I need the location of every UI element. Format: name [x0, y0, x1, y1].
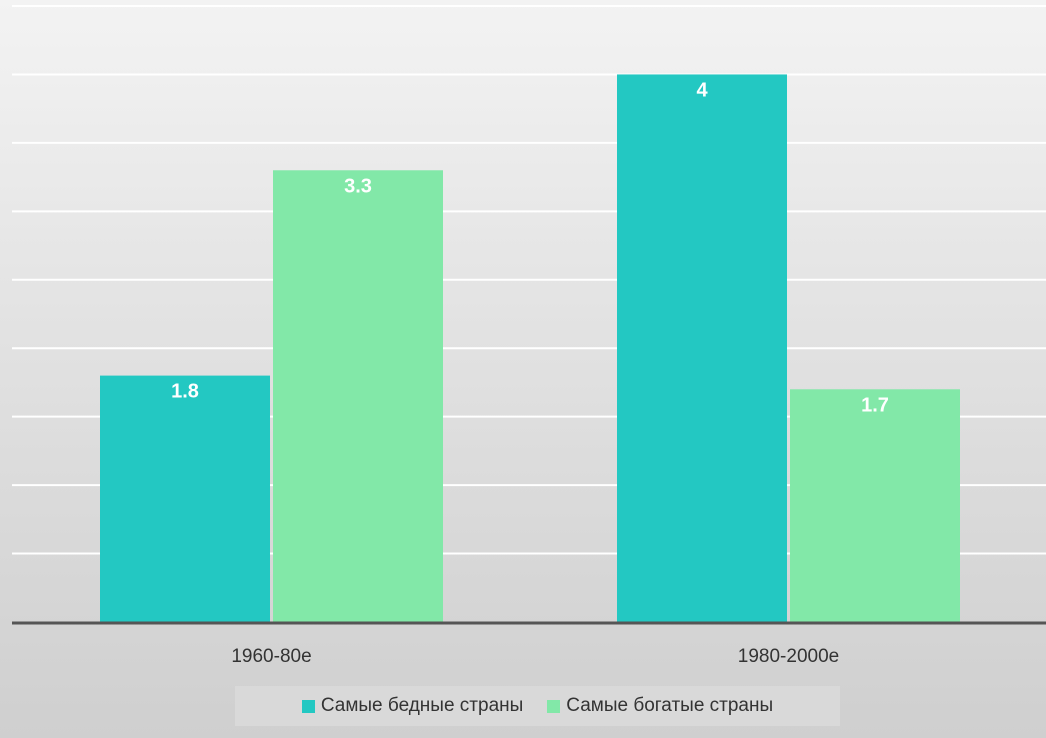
- data-label: 1.8: [171, 381, 199, 403]
- bar-chart: 1.8 3.3 1960-80е 4 1.7 1980-2000е: [12, 74, 1046, 667]
- legend-item-richest: Самые богатые страны: [547, 695, 773, 717]
- legend-label-richest: Самые богатые страны: [566, 695, 774, 716]
- bar: [100, 375, 270, 622]
- data-label: 1.7: [861, 394, 889, 416]
- legend-swatch-poorest: [301, 699, 315, 713]
- bar: [617, 74, 787, 622]
- data-label: 4: [696, 79, 708, 101]
- bar: [790, 389, 960, 622]
- x-tick-label: 1980-2000е: [738, 646, 839, 667]
- legend-swatch-richest: [547, 699, 561, 713]
- data-label: 3.3: [344, 175, 372, 197]
- bar: [273, 170, 443, 622]
- legend: Самые бедные страны Самые богатые страны: [235, 686, 840, 726]
- legend-item-poorest: Самые бедные страны: [301, 695, 524, 717]
- legend-label-poorest: Самые бедные страны: [320, 695, 524, 716]
- x-tick-label: 1960-80е: [231, 646, 311, 667]
